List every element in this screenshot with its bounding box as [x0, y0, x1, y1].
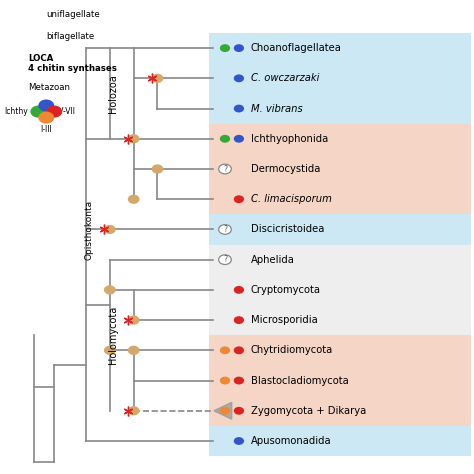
Bar	[209, 33, 471, 124]
Bar	[209, 214, 471, 245]
Bar	[209, 335, 471, 426]
Text: Zygomycota + Dikarya: Zygomycota + Dikarya	[251, 406, 366, 416]
Text: ?: ?	[223, 164, 227, 173]
Text: Microsporidia: Microsporidia	[251, 315, 318, 325]
Circle shape	[105, 226, 115, 233]
Circle shape	[105, 286, 115, 294]
Text: Blastocladiomycota: Blastocladiomycota	[251, 375, 348, 385]
Circle shape	[38, 111, 54, 124]
Circle shape	[128, 135, 139, 143]
Text: IV-VII: IV-VII	[56, 107, 75, 116]
Circle shape	[128, 316, 139, 324]
Bar	[209, 124, 471, 214]
Text: C. owczarzaki: C. owczarzaki	[251, 73, 319, 83]
Text: biflagellate: biflagellate	[46, 32, 94, 40]
Text: Ichthy: Ichthy	[5, 107, 28, 116]
Text: Cryptomycota: Cryptomycota	[251, 285, 321, 295]
Circle shape	[234, 105, 244, 112]
Circle shape	[220, 44, 230, 52]
Text: Holomycota: Holomycota	[108, 306, 118, 365]
Circle shape	[220, 135, 230, 143]
Circle shape	[128, 407, 139, 415]
Circle shape	[128, 195, 139, 203]
Text: Opisthokonta: Opisthokonta	[85, 200, 94, 259]
Polygon shape	[214, 402, 232, 419]
Circle shape	[234, 135, 244, 143]
Circle shape	[234, 195, 244, 203]
Text: uniflagellate: uniflagellate	[46, 10, 100, 19]
Circle shape	[234, 74, 244, 82]
Circle shape	[219, 164, 231, 174]
Text: ?: ?	[223, 225, 227, 234]
Circle shape	[234, 316, 244, 324]
Text: M. vibrans: M. vibrans	[251, 103, 302, 114]
Circle shape	[105, 346, 115, 354]
Circle shape	[234, 44, 244, 52]
Circle shape	[234, 437, 244, 445]
Text: Aphelida: Aphelida	[251, 255, 295, 264]
Circle shape	[128, 346, 139, 354]
Text: Dermocystida: Dermocystida	[251, 164, 320, 174]
Bar	[209, 426, 471, 456]
Bar	[209, 245, 471, 335]
Circle shape	[219, 255, 231, 264]
Text: Metazoan: Metazoan	[28, 83, 71, 92]
Circle shape	[220, 346, 230, 354]
Text: ?: ?	[223, 255, 227, 264]
Circle shape	[152, 74, 163, 82]
Circle shape	[219, 225, 231, 234]
Circle shape	[46, 106, 62, 118]
Circle shape	[234, 407, 244, 415]
Circle shape	[234, 377, 244, 384]
Circle shape	[234, 286, 244, 294]
Circle shape	[234, 346, 244, 354]
Text: Ichthyophonida: Ichthyophonida	[251, 134, 328, 144]
Text: Holozoa: Holozoa	[108, 74, 118, 113]
Circle shape	[220, 407, 230, 415]
Text: Chytridiomycota: Chytridiomycota	[251, 346, 333, 356]
Circle shape	[152, 165, 163, 173]
Text: Discicristoidea: Discicristoidea	[251, 225, 324, 235]
Text: Apusomonadida: Apusomonadida	[251, 436, 331, 446]
Circle shape	[38, 100, 54, 111]
Circle shape	[220, 377, 230, 384]
Text: LOCA
4 chitin synthases: LOCA 4 chitin synthases	[28, 54, 117, 73]
Text: Choanoflagellatea: Choanoflagellatea	[251, 43, 342, 53]
Text: C. limacisporum: C. limacisporum	[251, 194, 332, 204]
Circle shape	[30, 106, 46, 118]
Text: I-III: I-III	[40, 125, 52, 134]
